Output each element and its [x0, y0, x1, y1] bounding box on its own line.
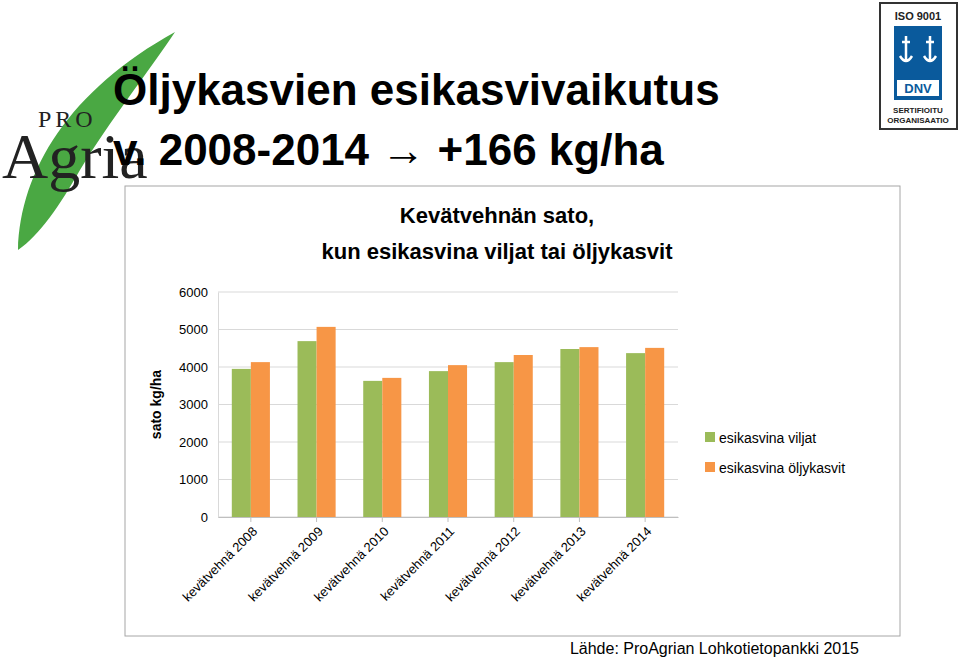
logo-dnv-box	[897, 80, 939, 96]
y-tick-label: 1000	[179, 472, 208, 487]
slide: PROAgriaISO 9001DNVSERTIFIOITUORGANISAAT…	[0, 0, 960, 658]
x-tick-mark	[448, 517, 449, 522]
legend-swatch	[705, 432, 715, 442]
logo-cert-2: ORGANISAATIO	[887, 116, 949, 125]
bar	[382, 378, 401, 517]
bar	[429, 371, 448, 517]
bar	[251, 362, 270, 517]
slide-title: Öljykasvien esikasvivaikutus	[113, 65, 720, 114]
grid-line	[218, 329, 678, 330]
x-tick-mark	[513, 517, 514, 522]
y-tick-label: 4000	[179, 360, 208, 375]
logo-frame	[880, 3, 957, 129]
y-tick: 1000	[179, 472, 218, 487]
logo-right: ISO 9001 DNV SERTIFIOITUORGANISAATIO	[880, 3, 957, 129]
legend-label: esikasvina öljykasvit	[719, 460, 845, 476]
bar	[363, 381, 382, 517]
x-axis: kevätvehnä 2008kevätvehnä 2009kevätvehnä…	[180, 517, 679, 604]
bar	[495, 362, 514, 517]
x-tick-mark	[250, 517, 251, 522]
y-tick-label: 6000	[179, 285, 208, 300]
x-tick-mark	[579, 517, 580, 522]
chart-title: Kevätvehnän sato,	[400, 203, 594, 228]
bar	[560, 349, 579, 517]
grid-line	[218, 292, 678, 293]
x-tick: kevätvehnä 2014	[574, 517, 655, 604]
x-tick-mark	[382, 517, 383, 522]
logo-blue	[894, 26, 942, 100]
y-tick-label: 5000	[179, 322, 208, 337]
logo-anchors	[900, 36, 936, 62]
bar	[645, 348, 664, 517]
logo-cert-1: SERTIFIOITU	[893, 106, 943, 115]
logo-dnv: DNV	[904, 81, 932, 96]
bar	[317, 327, 336, 517]
y-tick: 5000	[179, 322, 218, 337]
bar	[232, 369, 251, 517]
y-tick: 3000	[179, 397, 218, 412]
y-axis-title: sato kg/ha	[148, 370, 164, 439]
x-tick-mark	[316, 517, 317, 522]
y-tick: 0	[201, 510, 218, 525]
logo-iso: ISO 9001	[895, 10, 941, 22]
y-tick-label: 3000	[179, 397, 208, 412]
x-tick-label: kevätvehnä 2014	[574, 524, 655, 605]
bar	[298, 341, 317, 517]
bar	[626, 353, 645, 517]
source: Lähde: ProAgrian Lohkotietopankki 2015	[570, 640, 859, 657]
bars	[232, 327, 664, 517]
grid	[218, 292, 678, 517]
y-tick: 2000	[179, 435, 218, 450]
slide-title: v. 2008-2014 → +166 kg/ha	[113, 125, 664, 174]
bar	[579, 347, 598, 517]
chart-frame	[125, 186, 900, 636]
legend-swatch	[705, 462, 715, 472]
chart-title: kun esikasvina viljat tai öljykasvit	[322, 239, 674, 264]
legend-label: esikasvina viljat	[719, 430, 816, 446]
bar	[514, 355, 533, 517]
y-axis-line	[218, 293, 219, 518]
y-tick: 4000	[179, 360, 218, 375]
legend: esikasvina viljat esikasvina öljykasvit	[705, 430, 845, 476]
x-tick-mark	[645, 517, 646, 522]
bar	[448, 365, 467, 517]
y-tick-label: 0	[201, 510, 208, 525]
y-tick-label: 2000	[179, 435, 208, 450]
y-axis: 0 1000 2000 3000 4000 5000 6000	[179, 285, 218, 525]
y-tick: 6000	[179, 285, 218, 300]
